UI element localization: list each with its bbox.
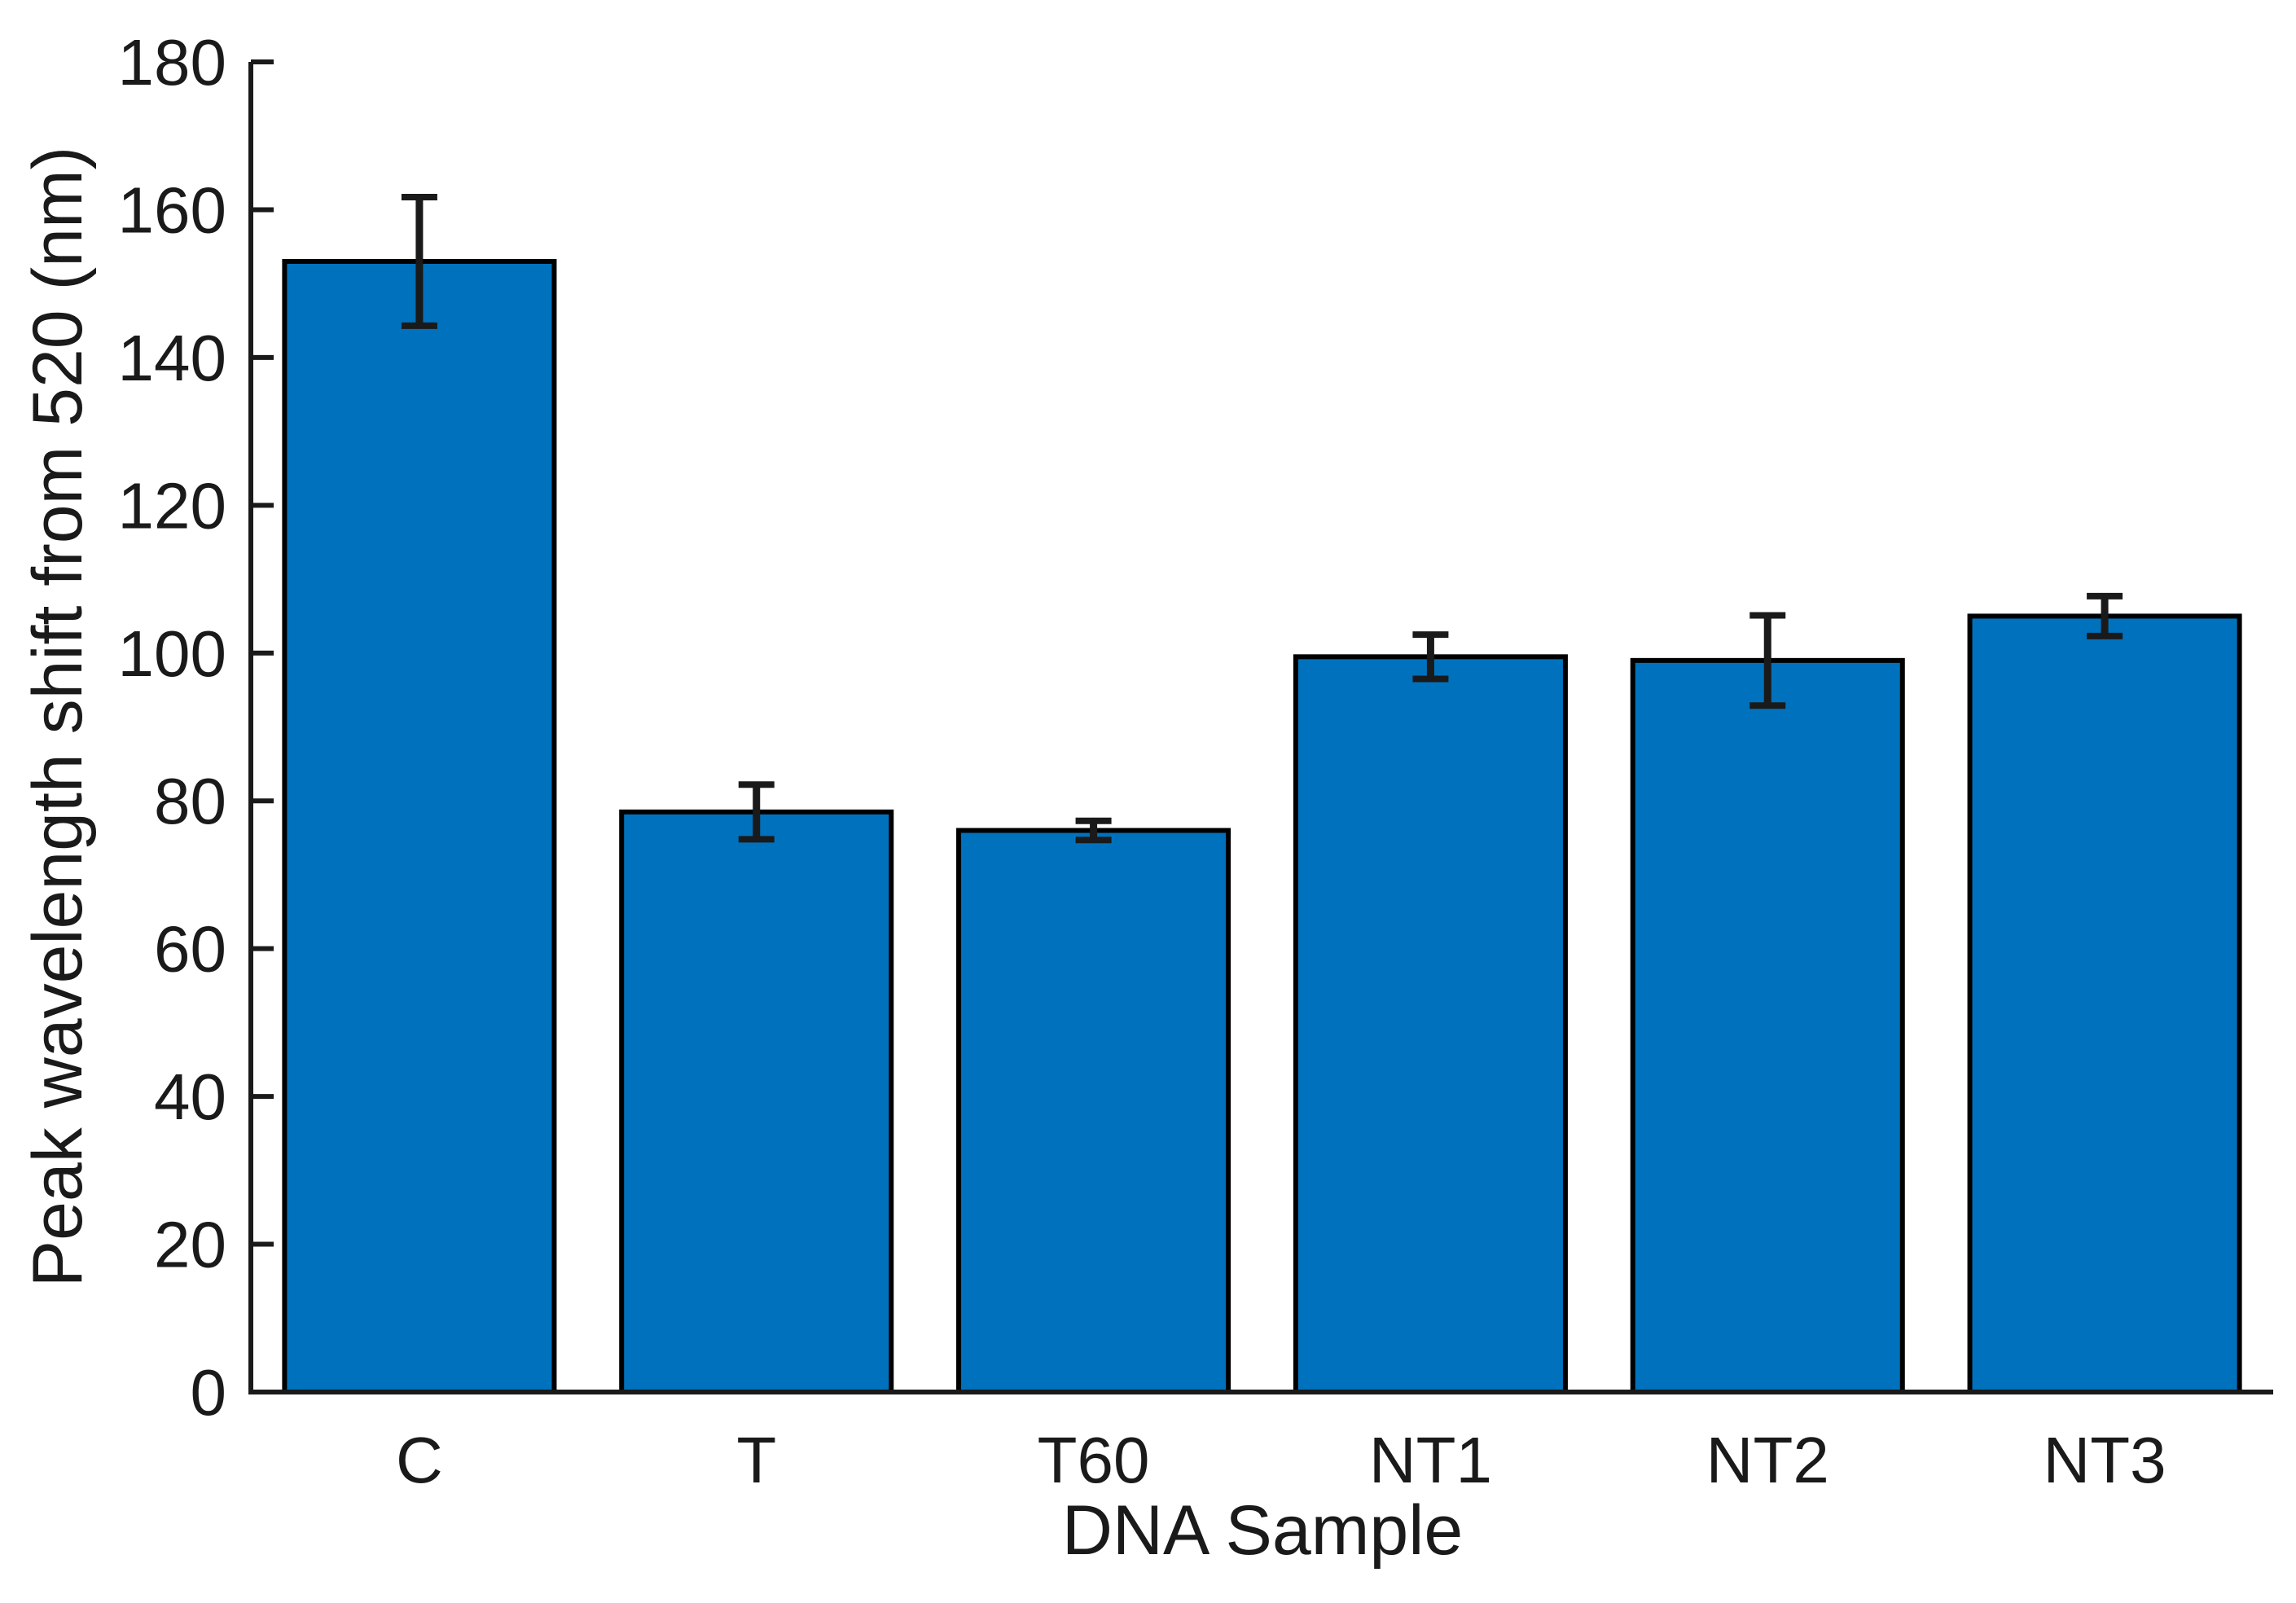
x-axis-title: DNA Sample <box>1062 1491 1463 1570</box>
y-tick-label-20: 20 <box>154 1209 226 1281</box>
y-tick-label-80: 80 <box>154 765 226 837</box>
y-tick-label-0: 0 <box>191 1356 227 1429</box>
y-tick-label-100: 100 <box>118 617 226 690</box>
bars-layer <box>282 258 2242 1395</box>
y-tick-label-140: 140 <box>118 322 226 394</box>
axes-layer <box>248 59 2273 1394</box>
axis-spines <box>248 62 2273 1394</box>
y-tick-label-40: 40 <box>154 1061 226 1133</box>
y-axis-title: Peak wavelength shift from 520 (nm) <box>19 147 97 1288</box>
y-tick-label-160: 160 <box>118 173 226 246</box>
x-tick-label-NT1: NT1 <box>1369 1424 1492 1496</box>
y-tick-label-60: 60 <box>154 913 226 986</box>
errorbars-layer <box>401 194 2123 844</box>
x-tick-label-C: C <box>396 1424 443 1496</box>
bar-C <box>282 258 557 1395</box>
x-tick-label-NT2: NT2 <box>1706 1424 1829 1496</box>
x-tick-label-NT3: NT3 <box>2044 1424 2166 1496</box>
tick-labels-layer: C T T60 NT1 NT2 NT3 0 20 40 60 80 100 120 140 160 180 <box>118 26 2166 1496</box>
bar-NT2 <box>1630 657 1905 1394</box>
y-tick-label-120: 120 <box>118 469 226 542</box>
bar-NT1 <box>1293 654 1568 1394</box>
x-tick-label-T: T <box>736 1424 776 1496</box>
bar-T <box>619 809 894 1394</box>
x-tick-label-T60: T60 <box>1038 1424 1150 1496</box>
bar-NT3 <box>1967 613 2242 1394</box>
y-tick-label-180: 180 <box>118 26 226 99</box>
bar-T60 <box>956 828 1231 1394</box>
